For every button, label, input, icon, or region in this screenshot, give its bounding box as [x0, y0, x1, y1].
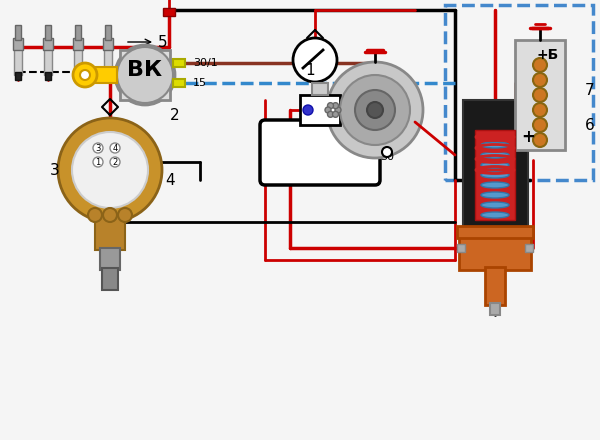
Text: 30/1: 30/1 [193, 58, 218, 68]
Polygon shape [93, 67, 117, 83]
Text: 3: 3 [95, 143, 101, 153]
Bar [14, 45, 22, 75]
Circle shape [93, 157, 103, 167]
Circle shape [110, 157, 120, 167]
Ellipse shape [481, 172, 509, 178]
Text: 4: 4 [112, 143, 118, 153]
Bar [457, 226, 533, 238]
Circle shape [115, 45, 175, 105]
Circle shape [303, 105, 313, 115]
Text: 2: 2 [112, 158, 118, 166]
Bar [13, 38, 23, 50]
Bar [43, 38, 53, 50]
Circle shape [58, 118, 162, 222]
Bar [103, 38, 113, 50]
Text: ВК: ВК [127, 60, 163, 80]
Circle shape [325, 107, 331, 113]
Circle shape [72, 132, 148, 208]
Circle shape [103, 208, 117, 222]
Bar [73, 38, 83, 50]
Bar [457, 244, 465, 252]
Circle shape [332, 103, 338, 109]
Circle shape [328, 111, 334, 117]
Circle shape [533, 73, 547, 87]
Ellipse shape [481, 212, 509, 218]
Bar [75, 25, 81, 40]
Text: 7: 7 [585, 83, 595, 98]
Text: 15: 15 [193, 78, 207, 88]
Circle shape [80, 70, 90, 80]
Ellipse shape [481, 192, 509, 198]
Bar [485, 267, 505, 305]
Circle shape [382, 147, 392, 157]
Circle shape [335, 107, 341, 113]
Bar [173, 59, 185, 67]
Bar [475, 130, 515, 220]
Text: 2: 2 [170, 108, 180, 123]
Circle shape [88, 208, 102, 222]
Circle shape [117, 47, 173, 103]
Circle shape [327, 62, 423, 158]
Ellipse shape [481, 162, 509, 168]
Circle shape [118, 208, 132, 222]
Bar [102, 268, 118, 290]
Circle shape [533, 88, 547, 102]
Bar [95, 215, 125, 250]
Bar [100, 248, 120, 270]
Circle shape [533, 118, 547, 132]
Circle shape [332, 111, 338, 117]
Text: 5: 5 [158, 34, 167, 50]
Bar [15, 72, 21, 80]
Text: 1: 1 [95, 158, 101, 166]
Bar [120, 50, 170, 100]
Circle shape [328, 103, 334, 109]
Bar [15, 25, 21, 40]
Bar [74, 45, 82, 75]
Text: 1: 1 [305, 62, 315, 77]
Bar [105, 25, 111, 40]
Bar [163, 8, 175, 16]
Bar [45, 25, 51, 40]
Circle shape [93, 143, 103, 153]
Bar [173, 79, 185, 87]
Bar [45, 72, 51, 80]
Text: 30: 30 [380, 152, 394, 162]
Bar [105, 72, 111, 80]
Circle shape [533, 103, 547, 117]
Bar [490, 303, 500, 315]
Bar [525, 244, 533, 252]
Ellipse shape [481, 202, 509, 208]
Bar [300, 95, 340, 125]
Circle shape [73, 63, 97, 87]
Bar [75, 72, 81, 80]
Ellipse shape [481, 182, 509, 188]
Circle shape [355, 90, 395, 130]
Circle shape [340, 75, 410, 145]
Text: 4: 4 [165, 172, 175, 187]
Ellipse shape [481, 152, 509, 158]
Text: 6: 6 [585, 117, 595, 132]
Circle shape [293, 38, 337, 82]
Bar [459, 235, 531, 270]
Ellipse shape [481, 142, 509, 148]
FancyBboxPatch shape [260, 120, 380, 185]
Circle shape [533, 133, 547, 147]
Circle shape [367, 102, 383, 118]
Circle shape [533, 58, 547, 72]
Bar [445, 5, 593, 180]
Text: +: + [521, 128, 535, 146]
Bar [44, 45, 52, 75]
Bar [104, 45, 112, 75]
Bar [515, 40, 565, 150]
Text: +Б: +Б [537, 48, 559, 62]
Circle shape [110, 143, 120, 153]
Text: 3: 3 [50, 162, 60, 177]
Bar [463, 100, 528, 230]
Bar [312, 83, 328, 95]
